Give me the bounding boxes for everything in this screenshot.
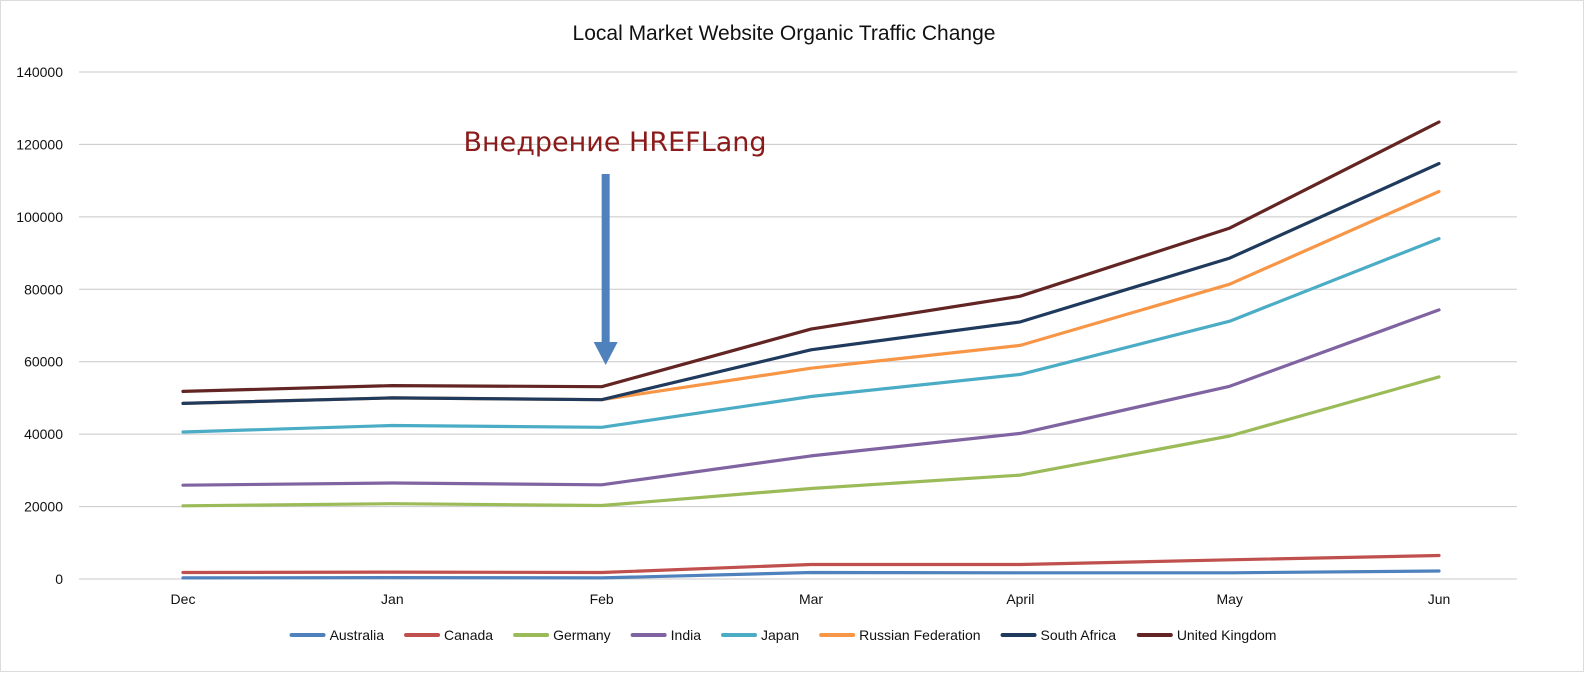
legend-item-japan: Japan bbox=[721, 627, 799, 643]
legend-item-russian-federation: Russian Federation bbox=[819, 627, 981, 643]
y-tick-label: 100000 bbox=[16, 209, 63, 225]
series-line-india bbox=[181, 308, 1441, 487]
legend-label: United Kingdom bbox=[1177, 627, 1277, 643]
legend-item-canada: Canada bbox=[404, 627, 493, 643]
series-lines bbox=[181, 120, 1441, 580]
annotation-text: Внедрение HREFLang bbox=[463, 127, 766, 158]
legend-item-germany: Germany bbox=[513, 627, 611, 643]
y-tick-label: 120000 bbox=[16, 136, 63, 152]
legend-label: Japan bbox=[761, 627, 799, 643]
x-tick-label: Feb bbox=[590, 591, 614, 607]
x-tick-label: April bbox=[1006, 591, 1034, 607]
legend-label: South Africa bbox=[1041, 627, 1117, 643]
y-tick-label: 20000 bbox=[24, 499, 63, 515]
y-tick-label: 40000 bbox=[24, 426, 63, 442]
legend-label: Australia bbox=[330, 627, 385, 643]
y-tick-label: 60000 bbox=[24, 354, 63, 370]
x-tick-label: Jun bbox=[1428, 591, 1451, 607]
legend-label: Canada bbox=[444, 627, 493, 643]
legend-item-australia: Australia bbox=[289, 627, 385, 643]
y-tick-label: 0 bbox=[55, 571, 63, 587]
x-tick-label: Mar bbox=[799, 591, 823, 607]
series-line-south-africa bbox=[181, 162, 1441, 405]
chart-title: Local Market Website Organic Traffic Cha… bbox=[573, 22, 996, 45]
legend-label: Germany bbox=[553, 627, 611, 643]
series-line-united-kingdom bbox=[181, 120, 1441, 393]
legend-item-united-kingdom: United Kingdom bbox=[1136, 627, 1277, 643]
x-tick-label: Jan bbox=[381, 591, 404, 607]
y-axis-tick-labels: 0 20000 40000 60000 80000 100000 120000 140000 bbox=[16, 64, 63, 587]
legend-label: India bbox=[671, 627, 702, 643]
x-tick-label: May bbox=[1216, 591, 1242, 607]
series-line-russian-federation bbox=[181, 189, 1441, 405]
series-line-germany bbox=[181, 375, 1441, 508]
series-line-japan bbox=[181, 237, 1441, 434]
series-line-canada bbox=[181, 553, 1441, 575]
legend: Australia Canada Germany India Japan Russian … bbox=[289, 627, 1277, 643]
legend-label: Russian Federation bbox=[859, 627, 980, 643]
annotation-arrow-shaft bbox=[601, 174, 610, 342]
annotation-arrow-head bbox=[593, 342, 618, 365]
series-line-australia bbox=[181, 569, 1441, 580]
legend-item-south-africa: South Africa bbox=[1000, 627, 1117, 643]
annotation: Внедрение HREFLang bbox=[463, 127, 767, 365]
x-axis-tick-labels: Dec Jan Feb Mar April May Jun bbox=[171, 591, 1451, 607]
y-tick-label: 140000 bbox=[16, 64, 63, 80]
x-tick-label: Dec bbox=[171, 591, 196, 607]
gridlines bbox=[79, 71, 1517, 580]
y-tick-label: 80000 bbox=[24, 281, 63, 297]
legend-item-india: India bbox=[630, 627, 702, 643]
